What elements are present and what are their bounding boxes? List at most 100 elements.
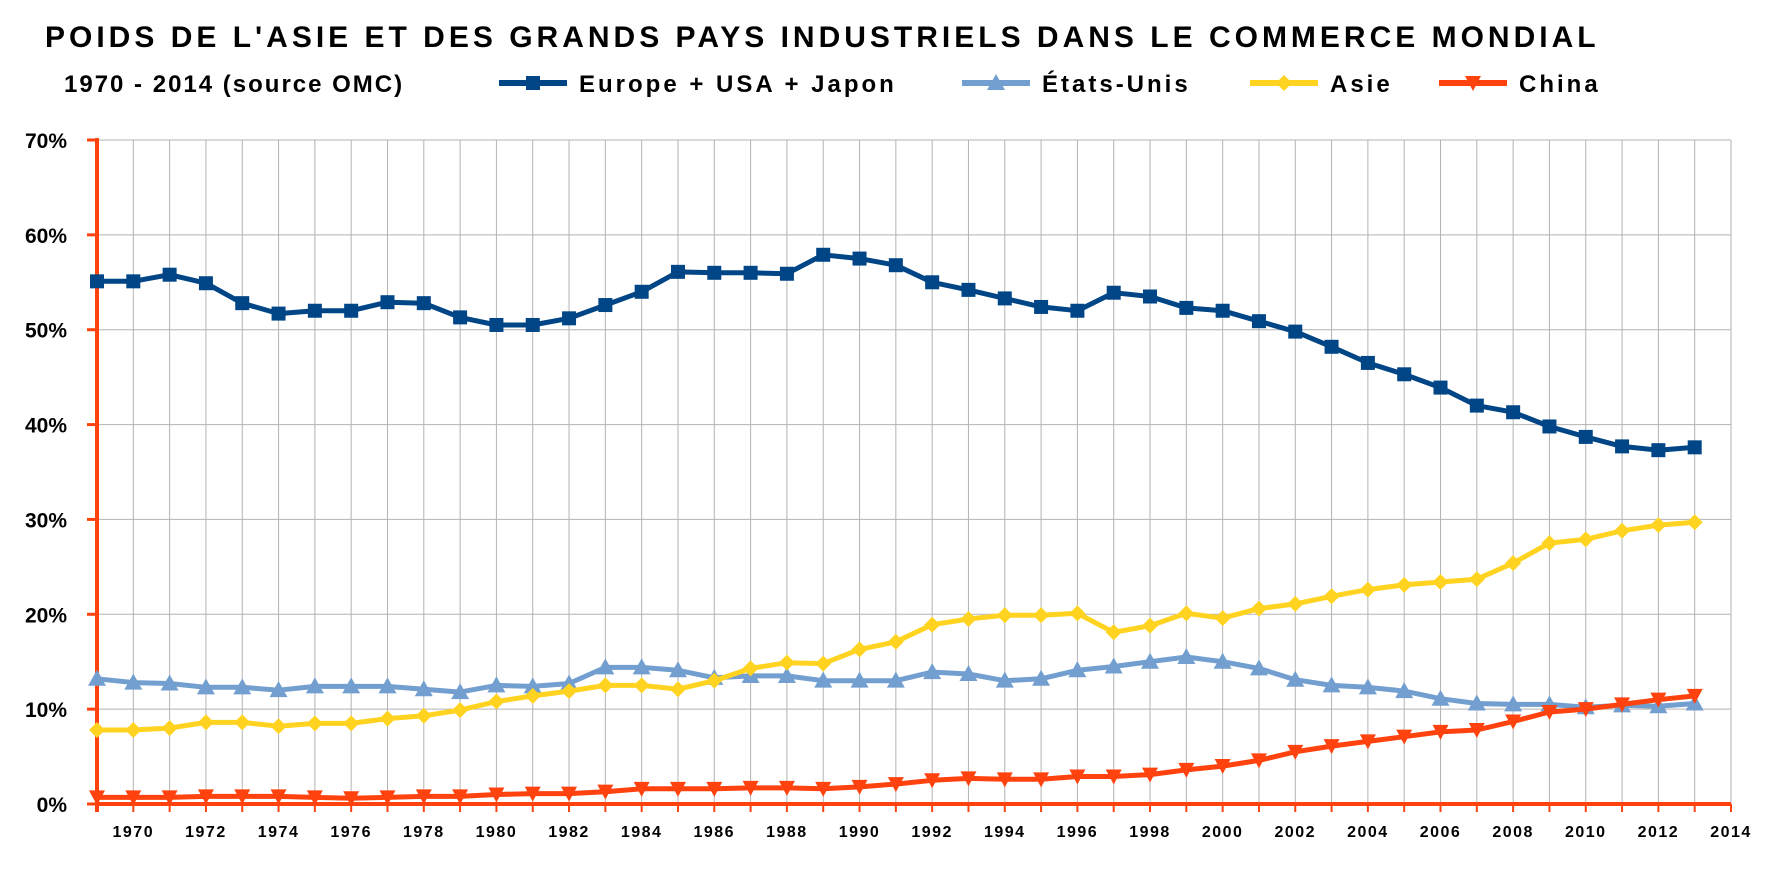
x-tick-label: 2010 — [1565, 824, 1607, 841]
data-point — [1467, 694, 1486, 711]
data-point — [923, 663, 942, 680]
legend-marker — [987, 74, 1005, 90]
data-point — [777, 666, 796, 683]
data-point — [851, 641, 868, 658]
x-tick-label: 1988 — [766, 824, 808, 841]
x-tick-label: 1994 — [984, 824, 1026, 841]
y-tick-label: 40% — [25, 415, 67, 438]
legend-label: Asie — [1330, 71, 1393, 98]
x-tick-label: 1986 — [693, 824, 735, 841]
legend-marker — [1276, 75, 1292, 91]
data-point — [1213, 652, 1232, 669]
x-tick-label: 1970 — [113, 824, 155, 841]
data-point — [1106, 285, 1121, 300]
x-tick-label: 2014 — [1710, 824, 1752, 841]
data-point — [1068, 661, 1087, 678]
data-point — [1069, 769, 1086, 785]
data-point — [1541, 535, 1558, 552]
data-point — [995, 671, 1014, 688]
y-tick-label: 70% — [25, 130, 67, 153]
data-point — [597, 677, 614, 694]
data-point — [1286, 670, 1305, 687]
data-point — [561, 786, 578, 802]
data-point — [161, 790, 178, 806]
data-point — [1614, 697, 1631, 713]
data-point — [523, 677, 542, 694]
data-point — [1323, 739, 1340, 755]
data-point — [1251, 314, 1266, 329]
x-tick-label: 2012 — [1638, 824, 1680, 841]
legend-item: Europe + USA + Japon — [499, 71, 894, 98]
data-point — [1287, 595, 1304, 612]
data-point — [1323, 588, 1340, 605]
data-point — [1395, 682, 1414, 699]
series-layer — [88, 247, 1704, 807]
data-point — [125, 790, 142, 806]
data-point — [1578, 429, 1593, 444]
legend: Europe + USA + Japon États-Unis Asie China — [499, 70, 1598, 98]
data-point — [1686, 514, 1703, 531]
data-point — [197, 789, 214, 805]
x-tick-label: 1974 — [258, 824, 300, 841]
data-point — [1433, 380, 1448, 395]
legend-item: China — [1439, 71, 1598, 98]
data-point — [996, 772, 1013, 788]
x-tick-label: 2006 — [1420, 824, 1462, 841]
data-point — [960, 611, 977, 628]
y-tick-label: 20% — [25, 604, 67, 627]
data-point — [1215, 303, 1230, 318]
legend-item: États-Unis — [962, 70, 1188, 98]
data-point — [1142, 767, 1159, 783]
data-point — [452, 702, 469, 719]
data-point — [125, 722, 142, 739]
x-tick-label: 1984 — [621, 824, 663, 841]
data-point — [742, 780, 759, 796]
data-point — [1506, 405, 1521, 420]
y-tick-label: 30% — [25, 509, 67, 532]
data-point — [415, 789, 432, 805]
data-point — [1177, 647, 1196, 664]
data-point — [197, 714, 214, 731]
series-2 — [88, 647, 1704, 715]
y-tick-label: 60% — [25, 225, 67, 248]
data-point — [597, 784, 614, 800]
data-point — [816, 247, 831, 262]
data-point — [1250, 600, 1267, 617]
data-point — [1469, 398, 1484, 413]
data-point — [1033, 607, 1050, 624]
data-point — [234, 789, 251, 805]
data-point — [342, 677, 361, 694]
data-point — [1034, 299, 1049, 314]
data-point — [1397, 367, 1412, 382]
data-point — [489, 317, 504, 332]
data-point — [1143, 289, 1158, 304]
data-point — [1324, 339, 1339, 354]
data-point — [561, 683, 578, 700]
data-point — [1614, 522, 1631, 539]
data-point — [1250, 753, 1267, 769]
data-point — [415, 707, 432, 724]
data-point — [743, 265, 758, 280]
data-point — [270, 789, 287, 805]
data-point — [1651, 443, 1666, 458]
x-tick-label: 1998 — [1129, 824, 1171, 841]
data-point — [196, 678, 215, 695]
data-point — [1431, 689, 1450, 706]
x-tick-label: 2000 — [1202, 824, 1244, 841]
data-point — [90, 274, 104, 289]
data-point — [779, 266, 794, 281]
data-point — [1650, 692, 1667, 708]
data-point — [959, 665, 978, 682]
data-point — [1214, 759, 1231, 775]
data-point — [706, 781, 723, 797]
data-point — [451, 683, 470, 700]
data-point — [997, 291, 1012, 306]
data-point — [379, 710, 396, 727]
data-point — [1615, 439, 1630, 454]
data-point — [886, 671, 905, 688]
data-point — [488, 693, 505, 710]
data-point — [925, 275, 940, 290]
data-point — [378, 677, 397, 694]
data-point — [305, 677, 324, 694]
data-point — [887, 633, 904, 650]
